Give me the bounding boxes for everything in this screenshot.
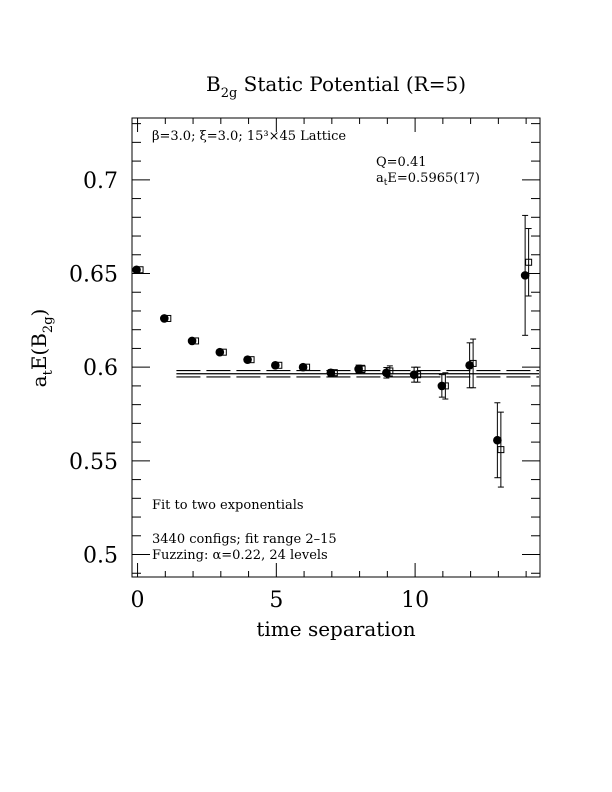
data-point-square (441, 382, 449, 390)
fit-type-annotation: Fit to two exponentials (152, 498, 304, 513)
x-axis-label: time separation (256, 617, 415, 641)
y-tick-label: 0.6 (83, 356, 118, 381)
lattice-annotation: β=3.0; ξ=3.0; 15³×45 Lattice (152, 129, 346, 144)
y-axis-label: atE(B2g) (27, 309, 56, 388)
x-tick-label: 0 (131, 588, 145, 613)
plot-frame (131, 117, 541, 578)
data-point-square (386, 367, 394, 375)
minor-ticks (132, 118, 540, 577)
data-point-square (469, 359, 477, 367)
data-point-circle (520, 271, 530, 280)
y-tick-label: 0.55 (69, 450, 118, 475)
configs-annotation: 3440 configs; fit range 2–15 (152, 532, 337, 547)
fuzzing-annotation: Fuzzing: α=0.22, 24 levels (152, 548, 328, 563)
data-point-square (525, 258, 533, 266)
y-tick-label: 0.7 (83, 169, 118, 194)
q-annotation: Q=0.41 (376, 155, 427, 170)
data-point-square (136, 266, 144, 274)
fit-value-annotation: atE=0.5965(17) (376, 171, 480, 188)
data-point-square (275, 361, 283, 369)
x-tick-label: 5 (269, 588, 283, 613)
error-bars (300, 214, 532, 488)
data-markers (132, 258, 533, 454)
data-point-square (303, 363, 311, 371)
data-point-square (330, 369, 338, 377)
y-tick-label: 0.65 (69, 262, 118, 287)
tick-labels: 0 5 10 0.5 0.55 0.6 0.65 0.7 (69, 169, 429, 613)
x-tick-label: 10 (401, 588, 429, 613)
data-point-square (247, 356, 255, 364)
data-point-square (192, 337, 200, 345)
data-point-square (497, 446, 505, 454)
data-point-square (219, 348, 227, 356)
data-point-square (414, 371, 422, 379)
y-tick-label: 0.5 (83, 544, 118, 569)
data-point-square (358, 365, 366, 373)
data-point-circle (493, 435, 502, 445)
chart-title: B2g Static Potential (R=5) (206, 72, 466, 101)
data-point-square (164, 314, 172, 322)
